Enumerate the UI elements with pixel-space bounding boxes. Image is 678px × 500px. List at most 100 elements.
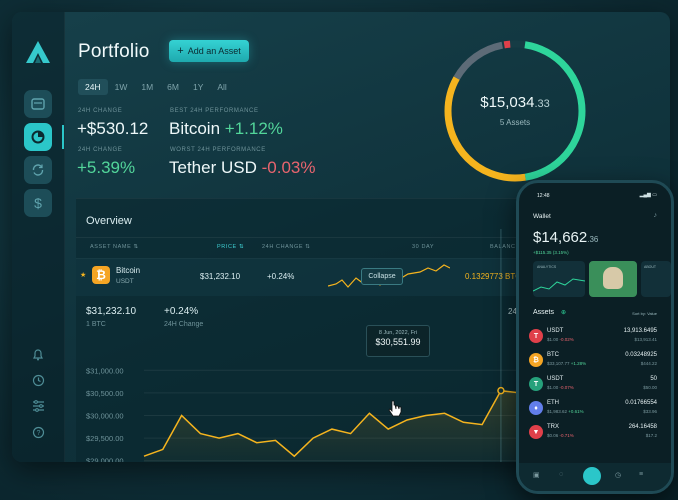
col-asset-name[interactable]: ASSET NAME ⇅	[90, 244, 139, 250]
asset-amount: 13,913.6495	[623, 328, 657, 334]
phone-swap-icon[interactable]: ◌	[559, 471, 564, 478]
asset-sub: $33,107.77 +1.28%	[547, 361, 587, 366]
nav-portfolio-button[interactable]	[24, 123, 64, 151]
nav-exchange-button[interactable]	[24, 156, 52, 184]
tab-1w[interactable]: 1W	[114, 82, 128, 92]
asset-name: BTC	[547, 352, 559, 358]
asset-sub: $1.00 -0.07%	[547, 385, 574, 390]
asset-sub: $0.06 -0.71%	[547, 433, 574, 438]
asset-sub: $1,983.62 +0.61%	[547, 409, 584, 414]
phone-change: +$115.35 (3.15%)	[533, 250, 569, 255]
asset-list-item[interactable]: T USDT $1.00 -0.02% 13,913.6495 $13,913.41	[529, 327, 657, 349]
pie-chart-icon	[31, 130, 45, 144]
row-change: +0.24%	[267, 272, 295, 281]
about-card[interactable]: ABOUT	[641, 261, 671, 297]
detail-right-label: 24	[508, 307, 517, 316]
tether-icon: T	[529, 329, 543, 343]
tab-6m[interactable]: 6M	[167, 82, 179, 92]
nft-card-image[interactable]	[589, 261, 637, 297]
sort-selector[interactable]: Sort by: Value	[632, 311, 657, 316]
best-asset-name: Bitcoin	[169, 119, 221, 138]
phone-mockup: 12:48 ▂▄▆ ▭ Wallet ♪ $14,662.36 +$115.35…	[516, 180, 674, 494]
phone-center-action-button[interactable]	[583, 467, 601, 485]
add-asset-button[interactable]: + Add an Asset	[169, 40, 249, 62]
y-tick-label: $31,000.00	[86, 366, 124, 375]
about-card-label: ABOUT	[644, 265, 657, 269]
change-value: +$530.12	[77, 119, 149, 138]
bitcoin-icon: ₿	[529, 353, 543, 367]
settings-sliders-icon[interactable]	[29, 397, 47, 415]
analytics-sparkline	[533, 278, 585, 292]
sidebar: $ ?	[12, 12, 65, 462]
phone-tab-bar: ▣ ◌ ◷ ≡	[519, 463, 671, 491]
phone-time: 12:48	[537, 193, 550, 199]
tab-1y[interactable]: 1Y	[192, 82, 204, 92]
asset-list-item[interactable]: ♦ ETH $1,983.62 +0.61% 0.01766554 $33.96	[529, 399, 657, 421]
asset-list-item[interactable]: ₿ BTC $33,107.77 +1.28% 0.03248925 $444.22	[529, 351, 657, 373]
asset-list-item[interactable]: T USDT $1.00 -0.07% 50 $50.00	[529, 375, 657, 397]
best-asset-pct: +1.12%	[224, 119, 283, 138]
donut-segment-yellow	[444, 40, 586, 182]
tab-24h[interactable]: 24H	[78, 79, 108, 95]
favorite-star-icon[interactable]: ★	[80, 272, 87, 279]
phone-menu-icon[interactable]: ≡	[639, 471, 644, 478]
phone-balance-cents: .36	[587, 235, 599, 244]
phone-history-icon[interactable]: ◷	[615, 472, 622, 479]
detail-price: $31,232.10	[86, 306, 137, 317]
y-tick-label: $29,000.00	[86, 457, 124, 462]
tab-1m[interactable]: 1M	[141, 82, 154, 92]
total-balance-cents: .33	[534, 98, 550, 110]
asset-list-item[interactable]: ▼ TRX $0.06 -0.71% 264.16458 $17.2	[529, 423, 657, 445]
analytics-card-label: ANALYTICS	[537, 265, 557, 269]
tron-icon: ▼	[529, 425, 543, 439]
phone-balance: $14,662.36	[533, 229, 598, 246]
phone-change-pct: (3.15%)	[552, 250, 569, 255]
row-asset-name: Bitcoin	[116, 266, 141, 275]
phone-change-value: +$115.35	[533, 250, 552, 255]
worst-performance: Tether USD -0.03%	[169, 158, 315, 178]
col-24h-change[interactable]: 24H CHANGE ⇅	[262, 244, 311, 250]
plus-icon: +	[177, 45, 184, 57]
asset-value: $444.22	[640, 361, 657, 366]
phone-balance-amount: $14,662	[533, 229, 588, 246]
asset-name: USDT	[547, 328, 564, 334]
nav-wallet-button[interactable]	[24, 90, 52, 118]
asset-amount: 0.03248925	[625, 352, 657, 358]
asset-name: ETH	[547, 400, 559, 406]
change-label: 24H CHANGE	[78, 108, 123, 114]
asset-amount: 264.16458	[628, 424, 657, 430]
chart-highlight-point[interactable]	[497, 386, 505, 395]
col-balance[interactable]: BALANC	[490, 244, 516, 250]
phone-home-icon[interactable]: ▣	[533, 472, 540, 479]
time-range-tabs: 24H 1W 1M 6M 1Y All	[78, 79, 234, 95]
bell-icon[interactable]	[29, 345, 47, 363]
dollar-icon: $	[34, 195, 42, 211]
best-performance-label: BEST 24H PERFORMANCE	[170, 108, 259, 114]
help-icon[interactable]: ?	[29, 423, 47, 441]
app-logo-icon	[26, 41, 50, 63]
asset-value: $33.96	[643, 409, 657, 414]
asset-amount: 50	[650, 376, 657, 382]
add-asset-icon[interactable]: ⊕	[561, 310, 567, 316]
hand-cursor-icon	[388, 400, 402, 417]
asset-value: $17.2	[645, 433, 657, 438]
chart-tooltip: 8 Jun, 2022, Fri $30,551.99	[366, 325, 430, 357]
bitcoin-icon: ₿	[92, 266, 110, 284]
add-asset-label: Add an Asset	[187, 46, 241, 56]
phone-bell-icon[interactable]: ♪	[653, 212, 658, 219]
change-pct-label: 24H CHANGE	[78, 147, 123, 153]
collapse-button[interactable]: Collapse	[361, 268, 403, 285]
asset-count: 5 Assets	[499, 118, 531, 127]
row-asset-ticker: USDT	[116, 278, 134, 285]
table-header: ASSET NAME ⇅ PRICE ⇅ 24H CHANGE ⇅ 30 DAY…	[76, 237, 670, 259]
nav-dollar-button[interactable]: $	[24, 189, 52, 217]
page-title: Portfolio	[78, 41, 150, 62]
y-tick-label: $29,500.00	[86, 434, 124, 443]
history-icon[interactable]	[29, 371, 47, 389]
col-price[interactable]: PRICE ⇅	[217, 244, 245, 250]
detail-change-sub: 24H Change	[164, 321, 204, 328]
asset-sub: $1.00 -0.02%	[547, 337, 574, 342]
refresh-icon	[32, 164, 44, 176]
tab-all[interactable]: All	[217, 82, 227, 92]
analytics-card[interactable]: ANALYTICS	[533, 261, 585, 297]
